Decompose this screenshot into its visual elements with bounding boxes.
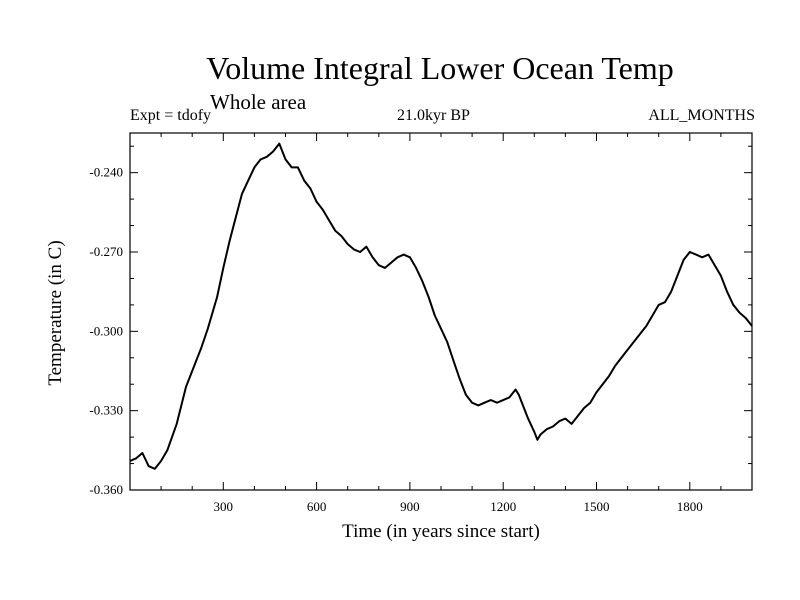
- x-axis-label: Time (in years since start): [342, 521, 540, 542]
- x-tick-label: 600: [307, 499, 327, 514]
- y-axis-label: Temperature (in C): [45, 240, 66, 386]
- y-tick-label: -0.240: [89, 165, 123, 180]
- plot-frame: [129, 132, 753, 491]
- x-tick-label: 1200: [490, 499, 516, 514]
- experiment-label: Expt = tdofy: [130, 107, 212, 124]
- chart-title: Volume Integral Lower Ocean Temp: [206, 50, 674, 86]
- months-label: ALL_MONTHS: [648, 107, 755, 124]
- y-tick-label: -0.270: [89, 244, 123, 259]
- x-tick-label: 300: [214, 499, 234, 514]
- axis-tick-labels: 300 600 900 1200 1500 1800 -0.360 -0.330 -0.300 -…: [89, 165, 702, 514]
- x-tick-label: 900: [400, 499, 420, 514]
- y-tick-label: -0.330: [89, 403, 123, 418]
- chart-subtitle: Whole area: [210, 90, 307, 114]
- axis-ticks: [130, 133, 752, 491]
- x-tick-label: 1800: [677, 499, 703, 514]
- y-tick-label: -0.360: [89, 482, 123, 497]
- temperature-series-line: [129, 142, 753, 470]
- y-tick-label: -0.300: [89, 323, 123, 338]
- period-label: 21.0kyr BP: [397, 107, 470, 124]
- x-tick-label: 1500: [584, 499, 610, 514]
